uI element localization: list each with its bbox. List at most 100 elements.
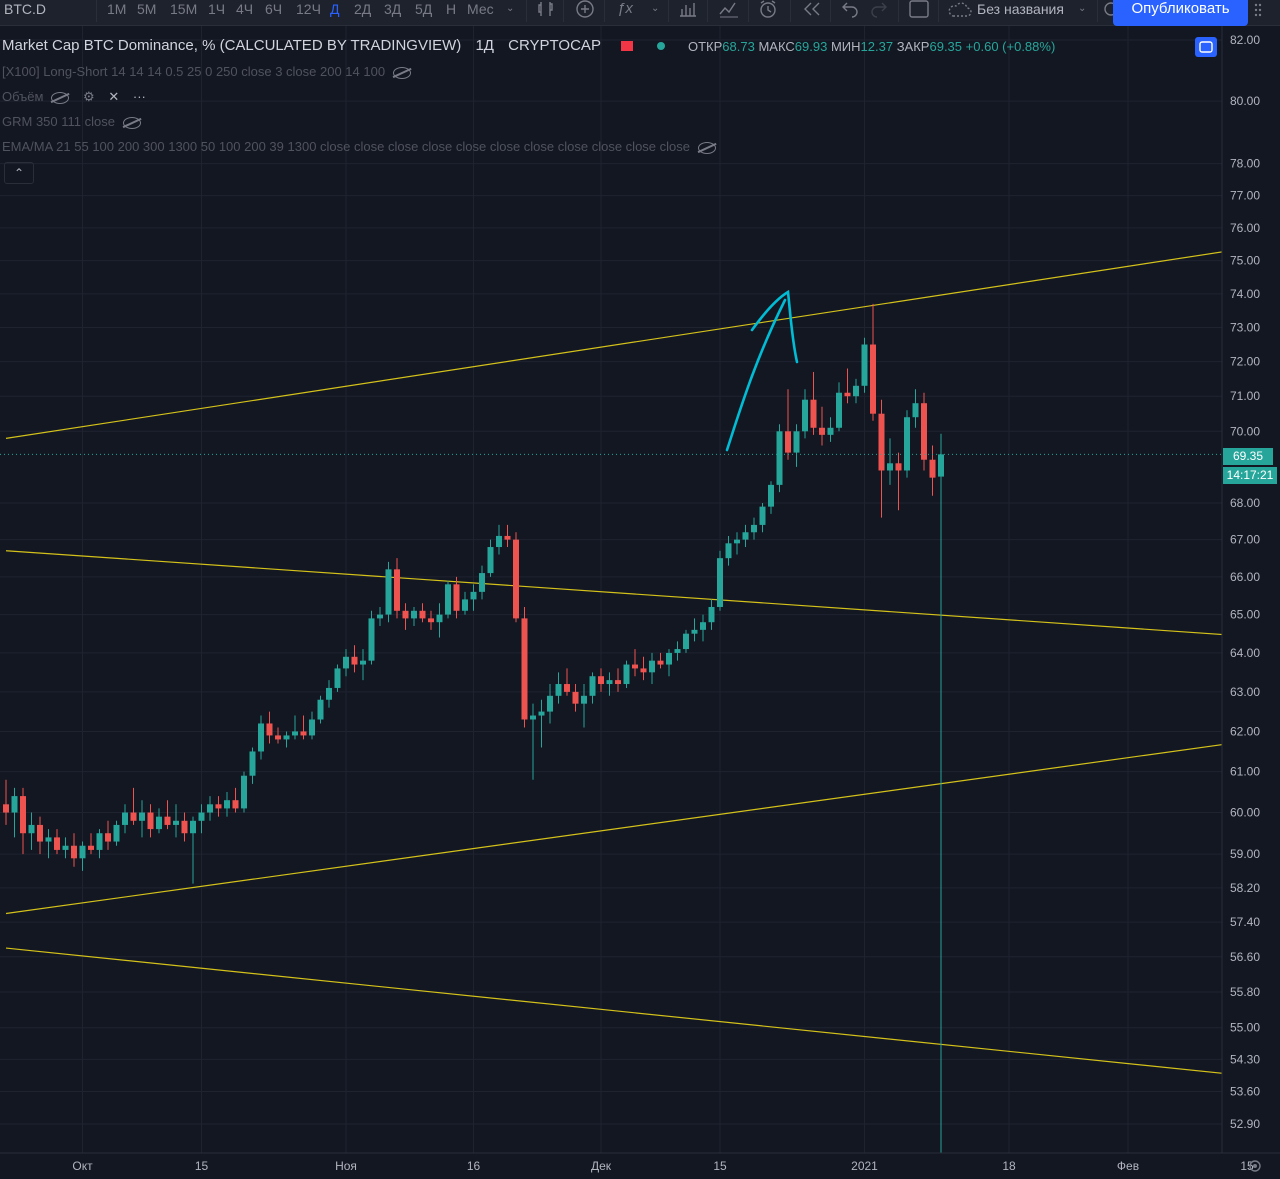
candle <box>96 829 103 859</box>
indicator-long-short[interactable]: [X100] Long-Short 14 14 14 0.5 25 0 250 … <box>2 64 412 79</box>
candle <box>691 618 698 642</box>
candle <box>326 680 332 708</box>
toolbar-divider <box>563 0 564 22</box>
alert-icon[interactable] <box>758 0 780 20</box>
chevron-down-icon[interactable]: ⌄ <box>1078 3 1087 14</box>
time-tick-label: 15 <box>1240 1159 1254 1173</box>
candle <box>759 502 766 533</box>
interval-1М[interactable]: 1М <box>107 1 127 17</box>
candle <box>334 664 341 692</box>
legend-title[interactable]: Market Cap BTC Dominance, % (CALCULATED … <box>2 37 601 54</box>
bar-style-icon[interactable] <box>537 0 555 20</box>
candle <box>921 392 927 471</box>
candle <box>156 808 162 834</box>
indicator-label: GRM 350 111 close <box>2 114 115 129</box>
replay-icon[interactable] <box>802 0 822 20</box>
price-tick-label: 56.60 <box>1230 950 1260 964</box>
toolbar-divider <box>748 0 749 22</box>
gear-icon[interactable]: ⚙ <box>83 89 95 104</box>
candle <box>547 684 553 724</box>
candle-body <box>190 820 196 834</box>
candle <box>683 629 689 653</box>
candle-body <box>708 606 715 623</box>
interval-3Д[interactable]: 3Д <box>384 1 402 17</box>
change-value: +0.60 (+0.88%) <box>965 39 1056 54</box>
interval-4Ч[interactable]: 4Ч <box>236 1 254 17</box>
candle <box>198 804 205 834</box>
interval-2Д[interactable]: 2Д <box>354 1 372 17</box>
price-tick-label: 57.40 <box>1230 915 1260 929</box>
candle-body <box>275 735 281 740</box>
candle-body <box>555 684 562 696</box>
interval-Д[interactable]: Д <box>330 1 340 17</box>
symbol-search[interactable]: BTC.D <box>4 1 46 17</box>
candle-body <box>462 599 468 611</box>
interval-1Ч[interactable]: 1Ч <box>208 1 226 17</box>
indicator-volume[interactable]: Объём ⚙ ✕ ··· <box>2 89 146 105</box>
price-chart[interactable]: 82.00 80.00 78.00 77.00 76.00 75.00 74.00 73.00… <box>0 26 1280 1179</box>
eye-hidden-icon[interactable] <box>51 91 70 104</box>
layout-icon[interactable] <box>909 0 929 20</box>
candle <box>513 532 519 623</box>
candle <box>725 535 732 566</box>
chart-type-icon[interactable] <box>718 0 740 20</box>
candle-body <box>666 652 672 665</box>
candle-body <box>326 687 332 700</box>
price-tick-label: 73.00 <box>1230 321 1260 335</box>
candle <box>62 837 69 859</box>
more-icon[interactable] <box>1253 0 1263 20</box>
interval-6Ч[interactable]: 6Ч <box>265 1 283 17</box>
candle <box>564 668 570 696</box>
indicator-label: [X100] Long-Short 14 14 14 0.5 25 0 250 … <box>2 64 386 79</box>
price-tick-label: 82.00 <box>1230 33 1260 47</box>
candle <box>887 438 893 485</box>
add-compare-icon[interactable] <box>575 0 595 20</box>
chevron-down-icon[interactable]: ⌄ <box>506 3 515 14</box>
candle <box>54 829 60 855</box>
candle-body <box>589 676 596 696</box>
publish-button[interactable]: Опубликовать <box>1113 0 1248 26</box>
chevron-down-icon[interactable]: ⌄ <box>651 3 660 14</box>
interval-Мес[interactable]: Мес <box>467 1 494 17</box>
low-label: МИН <box>830 39 861 54</box>
collapse-legend-button[interactable]: ⌃ <box>4 162 34 184</box>
close-icon[interactable]: ✕ <box>108 89 120 104</box>
candle <box>870 303 876 421</box>
flag-icon[interactable] <box>621 41 633 51</box>
candle-body <box>470 591 477 600</box>
interval-Н[interactable]: Н <box>446 1 457 17</box>
candle <box>173 804 179 838</box>
time-tick-label: Фев <box>1117 1159 1139 1173</box>
layout-name[interactable]: Без названия <box>977 1 1064 17</box>
candle-body <box>334 668 341 688</box>
time-tick-label: Ноя <box>335 1159 357 1173</box>
undo-icon[interactable] <box>841 0 859 20</box>
price-tick-label: 75.00 <box>1230 254 1260 268</box>
interval-12Ч[interactable]: 12Ч <box>296 1 321 17</box>
candle-body <box>105 833 111 842</box>
chart-grid <box>0 26 1248 1153</box>
eye-hidden-icon[interactable] <box>697 141 716 154</box>
eye-hidden-icon[interactable] <box>393 66 412 79</box>
interval-5М[interactable]: 5М <box>137 1 157 17</box>
more-icon[interactable]: ··· <box>132 89 146 104</box>
indicators-icon[interactable]: ƒx <box>617 0 633 17</box>
eye-hidden-icon[interactable] <box>122 116 141 129</box>
candle-body <box>300 731 307 736</box>
candle-body <box>691 629 698 634</box>
indicator-grm[interactable]: GRM 350 111 close <box>2 114 141 129</box>
candle-body <box>368 618 375 661</box>
interval-5Д[interactable]: 5Д <box>415 1 433 17</box>
indicator-ema-ma[interactable]: EMA/MA 21 55 100 200 300 1300 50 100 200… <box>2 139 716 154</box>
candle-body <box>181 820 188 834</box>
close-value: 69.35 <box>929 39 963 54</box>
templates-icon[interactable] <box>678 0 698 20</box>
redo-icon[interactable] <box>870 0 888 20</box>
settings-icon[interactable] <box>1103 0 1118 20</box>
candle <box>649 652 655 685</box>
time-axis-labels: Окт15Ноя16Дек15202118Фев15Мар15Апр <box>72 1159 1254 1173</box>
time-axis <box>0 1153 1280 1179</box>
interval-15М[interactable]: 15М <box>170 1 198 17</box>
candle <box>742 524 749 548</box>
sync-icon[interactable] <box>1195 37 1217 57</box>
